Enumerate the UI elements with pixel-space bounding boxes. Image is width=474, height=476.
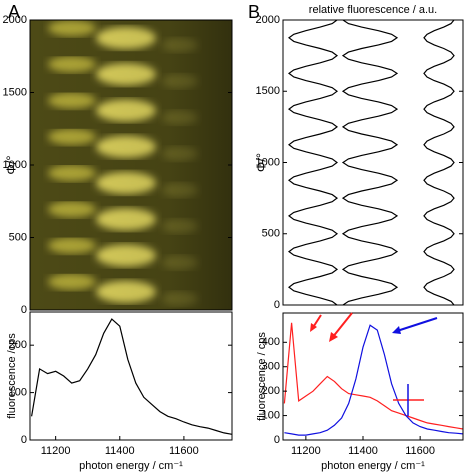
- x-tick-label: 11200: [41, 445, 71, 457]
- series-line: [341, 19, 399, 306]
- series-line: [284, 324, 464, 436]
- x-tick-label: 11200: [291, 445, 321, 457]
- y-axis-label: Φ/°: [3, 155, 18, 174]
- x-tick-label: 11600: [169, 445, 199, 457]
- x-tick-label: 11400: [348, 445, 378, 457]
- x-axis-label: photon energy / cm⁻¹: [79, 460, 183, 472]
- y-tick-label: 500: [262, 228, 280, 240]
- x-tick-label: 11600: [405, 445, 435, 457]
- y-tick-label: 0: [274, 299, 280, 311]
- y-tick-label: 100: [262, 409, 280, 421]
- y-axis-label: Φ/°: [253, 153, 268, 172]
- y-axis-label: fluorescence /cps: [6, 333, 18, 419]
- y-tick-label: 0: [21, 304, 27, 316]
- annotations: [310, 312, 438, 416]
- y-tick-label: 1500: [256, 85, 280, 97]
- plot-frame: [282, 19, 464, 306]
- x-axis-label: photon energy / cm⁻¹: [321, 460, 425, 472]
- y-tick-label: 200: [9, 339, 27, 351]
- y-tick-label: 0: [274, 434, 280, 446]
- arrow-head: [329, 332, 338, 342]
- series-line: [287, 19, 339, 306]
- y-tick-label: 1500: [3, 86, 27, 98]
- series-line: [283, 322, 464, 430]
- y-tick-label: 0: [21, 434, 27, 446]
- series-line: [423, 19, 455, 306]
- arrow-head: [392, 326, 401, 334]
- y-tick-label: 2000: [3, 14, 27, 26]
- plot-frame: [282, 312, 464, 441]
- x-axis-label: relative fluorescence / a.u.: [309, 4, 437, 16]
- panel-label: A: [8, 2, 20, 22]
- y-axis-label: fluorescence / cps: [256, 332, 268, 421]
- heatmap-shade: [30, 20, 232, 310]
- y-tick-label: 200: [262, 385, 280, 397]
- x-tick-label: 11400: [105, 445, 135, 457]
- arrow: [331, 312, 353, 339]
- y-tick-label: 400: [262, 336, 280, 348]
- y-tick-label: 500: [9, 231, 27, 243]
- panel-label: B: [248, 2, 260, 22]
- y-tick-label: 100: [9, 386, 27, 398]
- y-tick-label: 300: [262, 361, 280, 373]
- plot-frame: [29, 311, 233, 441]
- y-tick-label: 2000: [256, 14, 280, 26]
- arrow: [396, 317, 438, 332]
- y-tick-label: 1000: [3, 159, 27, 171]
- arrow-head: [310, 323, 317, 332]
- y-tick-label: 1000: [256, 156, 280, 168]
- series-line: [31, 318, 233, 435]
